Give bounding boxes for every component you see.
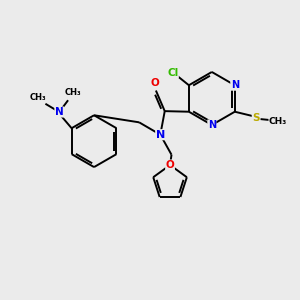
Text: N: N	[156, 130, 165, 140]
Text: N: N	[208, 120, 216, 130]
Text: O: O	[166, 160, 174, 170]
Text: Cl: Cl	[167, 68, 178, 78]
Text: CH₃: CH₃	[29, 93, 46, 102]
Text: N: N	[55, 107, 64, 117]
Text: CH₃: CH₃	[269, 117, 287, 126]
Text: S: S	[252, 113, 260, 123]
Text: N: N	[231, 80, 239, 90]
Text: O: O	[150, 78, 159, 88]
Text: CH₃: CH₃	[65, 88, 81, 97]
